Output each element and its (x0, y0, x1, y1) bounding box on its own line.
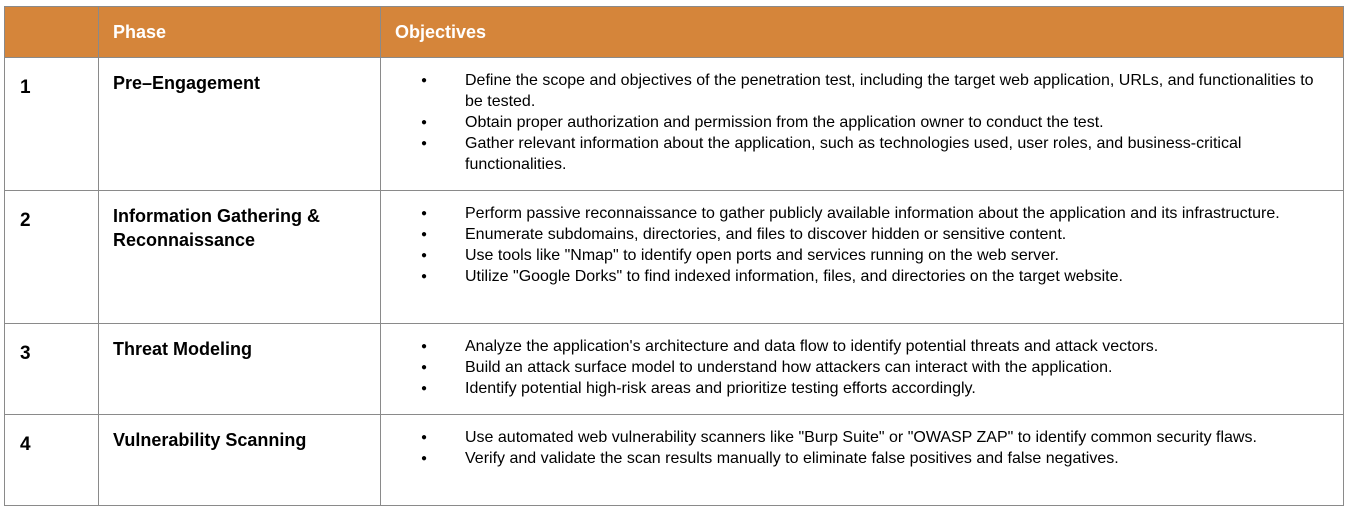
phase-name: Information Gathering & Reconnaissance (113, 206, 320, 250)
table-row: 2 Information Gathering & Reconnaissance… (4, 190, 1344, 324)
objectives-list: Analyze the application's architecture a… (381, 324, 1343, 399)
objectives-cell: Define the scope and objectives of the p… (380, 57, 1344, 191)
objective-item: Perform passive reconnaissance to gather… (421, 203, 1323, 224)
phase-name: Pre–Engagement (113, 73, 261, 93)
objectives-list: Use automated web vulnerability scanners… (381, 415, 1343, 469)
objective-item: Use automated web vulnerability scanners… (421, 427, 1323, 448)
objective-item: Verify and validate the scan results man… (421, 448, 1323, 469)
phase-number-cell: 3 (4, 323, 99, 415)
phase-name-cell: Vulnerability Scanning (98, 414, 381, 506)
header-phase-cell: Phase (98, 6, 381, 58)
phase-number-cell: 4 (4, 414, 99, 506)
header-num-cell (4, 6, 99, 58)
table-row: 3 Threat Modeling Analyze the applicatio… (4, 323, 1344, 415)
phase-number-cell: 1 (4, 57, 99, 191)
objectives-cell: Analyze the application's architecture a… (380, 323, 1344, 415)
phases-table: Phase Objectives 1 Pre–Engagement Define… (4, 6, 1344, 506)
objectives-list: Define the scope and objectives of the p… (381, 58, 1343, 175)
objective-item: Identify potential high-risk areas and p… (421, 378, 1323, 399)
phase-number: 1 (20, 77, 31, 98)
objective-item: Build an attack surface model to underst… (421, 357, 1323, 378)
phase-name: Threat Modeling (113, 339, 252, 359)
header-objectives-label: Objectives (395, 21, 487, 42)
phase-name-cell: Threat Modeling (98, 323, 381, 415)
table-header-row: Phase Objectives (4, 6, 1344, 58)
table-row: 1 Pre–Engagement Define the scope and ob… (4, 57, 1344, 191)
header-objectives-cell: Objectives (380, 6, 1344, 58)
header-phase-label: Phase (113, 21, 167, 42)
objectives-list: Perform passive reconnaissance to gather… (381, 191, 1343, 287)
objective-item: Use tools like "Nmap" to identify open p… (421, 245, 1323, 266)
phase-number: 2 (20, 210, 31, 231)
objective-item: Utilize "Google Dorks" to find indexed i… (421, 266, 1323, 287)
objective-item: Define the scope and objectives of the p… (421, 70, 1323, 112)
objectives-cell: Perform passive reconnaissance to gather… (380, 190, 1344, 324)
phase-number: 3 (20, 343, 31, 364)
objectives-cell: Use automated web vulnerability scanners… (380, 414, 1344, 506)
phase-name: Vulnerability Scanning (113, 430, 307, 450)
phase-number-cell: 2 (4, 190, 99, 324)
objective-item: Obtain proper authorization and permissi… (421, 112, 1323, 133)
objective-item: Gather relevant information about the ap… (421, 133, 1323, 175)
objective-item: Analyze the application's architecture a… (421, 336, 1323, 357)
objective-item: Enumerate subdomains, directories, and f… (421, 224, 1323, 245)
phase-name-cell: Pre–Engagement (98, 57, 381, 191)
table-row: 4 Vulnerability Scanning Use automated w… (4, 414, 1344, 506)
phase-name-cell: Information Gathering & Reconnaissance (98, 190, 381, 324)
phase-number: 4 (20, 434, 31, 455)
